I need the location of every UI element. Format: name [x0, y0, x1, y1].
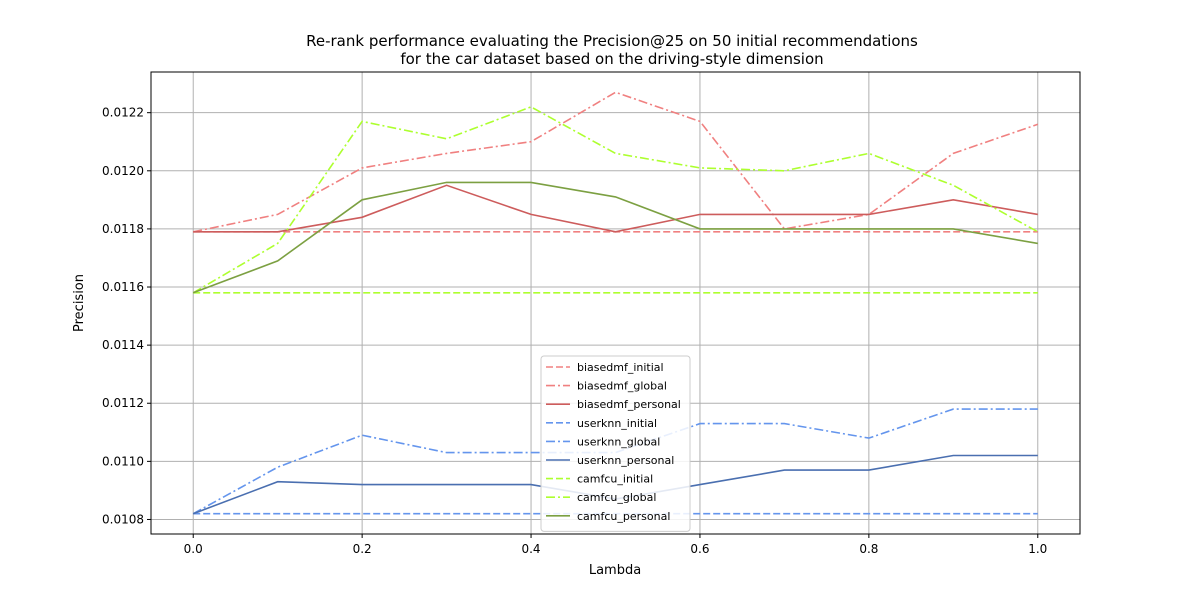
- y-tick-label: 0.0122: [102, 106, 144, 120]
- legend-label-camfcu-initial: camfcu_initial: [577, 473, 653, 486]
- y-tick-label: 0.0110: [102, 454, 144, 468]
- legend-label-biasedmf-initial: biasedmf_initial: [577, 361, 664, 374]
- y-axis-label: Precision: [72, 274, 87, 332]
- legend-label-camfcu-personal: camfcu_personal: [577, 510, 670, 523]
- legend-label-biasedmf-global: biasedmf_global: [577, 380, 667, 393]
- series-line-userknn-global: [192, 408, 1038, 515]
- x-axis-ticks: 0.0 0.2 0.4 0.6 0.8 1.0: [184, 534, 1047, 556]
- chart-title-line-1: Re-rank performance evaluating the Preci…: [306, 32, 918, 50]
- x-tick-label: 0.0: [184, 542, 203, 556]
- y-tick-label: 0.0112: [102, 396, 144, 410]
- y-tick-label: 0.0108: [102, 512, 144, 526]
- legend-box: [540, 355, 691, 532]
- x-tick-label: 0.4: [521, 542, 540, 556]
- legend-label-userknn-initial: userknn_initial: [577, 417, 657, 430]
- x-tick-label: 0.8: [859, 542, 878, 556]
- chart-title-line-2: for the car dataset based on the driving…: [400, 50, 823, 68]
- x-tick-label: 0.2: [353, 542, 372, 556]
- legend-label-camfcu-global: camfcu_global: [577, 491, 656, 504]
- y-axis-ticks: 0.0108 0.0110 0.0112 0.0114 0.0116 0.0118 0.01…: [102, 106, 151, 526]
- plot-frame: [150, 71, 1081, 535]
- legend-label-userknn-personal: userknn_personal: [577, 454, 674, 467]
- series-line-camfcu-global: [192, 106, 1039, 294]
- y-tick-label: 0.0116: [102, 280, 144, 294]
- legend: biasedmf_initial biasedmf_global biasedmf_…: [540, 355, 691, 532]
- x-axis-label: Lambda: [589, 563, 641, 578]
- x-tick-label: 0.6: [690, 542, 709, 556]
- grid: [151, 72, 1080, 534]
- series-line-biasedmf-personal: [193, 184, 1038, 233]
- series-line-camfcu-personal: [192, 181, 1038, 294]
- y-tick-label: 0.0120: [102, 164, 144, 178]
- legend-label-biasedmf-personal: biasedmf_personal: [577, 398, 681, 411]
- y-tick-label: 0.0114: [102, 338, 144, 352]
- legend-label-userknn-global: userknn_global: [577, 435, 660, 448]
- x-tick-label: 1.0: [1028, 542, 1047, 556]
- y-tick-label: 0.0118: [102, 222, 144, 236]
